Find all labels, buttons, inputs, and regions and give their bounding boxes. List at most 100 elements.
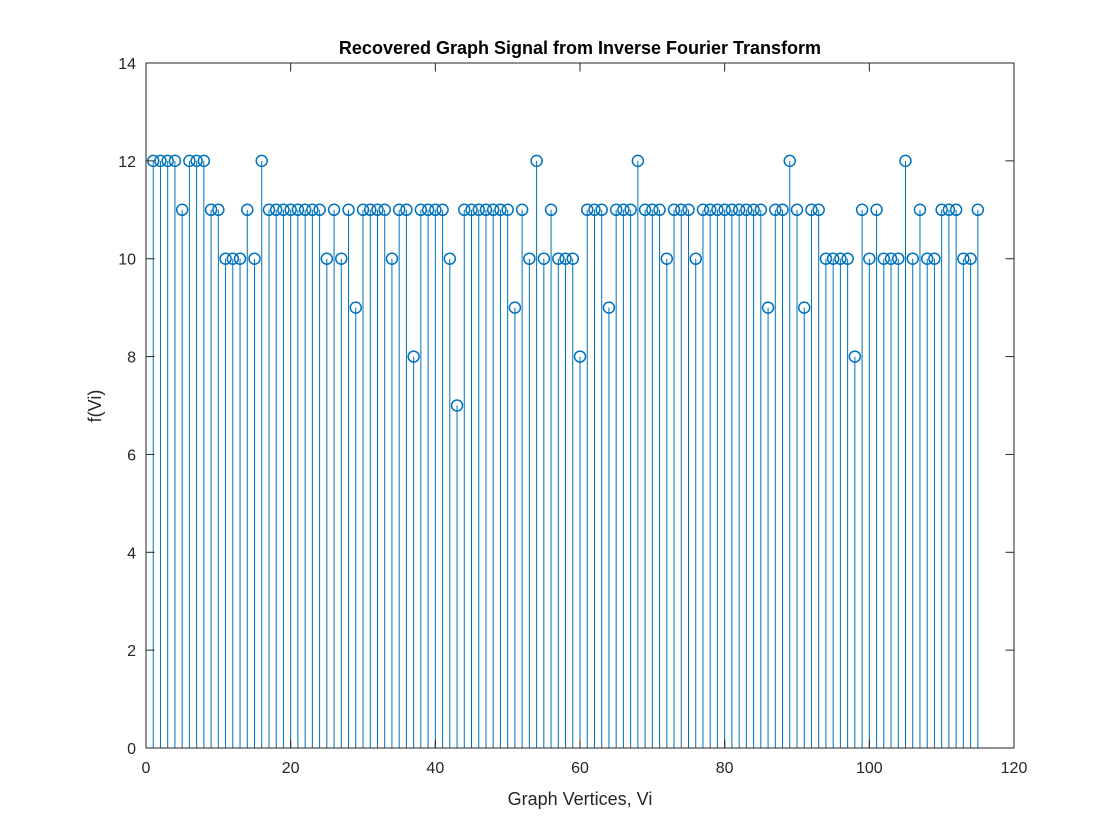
stem-marker: [161, 154, 174, 168]
stem-marker: [349, 301, 363, 314]
stem-marker: [212, 203, 225, 217]
stem-marker: [421, 203, 435, 217]
x-axis-ticks: 0 20 40 60 80 100 120: [142, 63, 1028, 777]
stem-marker: [494, 203, 507, 217]
stem-marker: [400, 203, 413, 217]
x-tick-label: 60: [571, 760, 589, 777]
stem-marker: [255, 154, 268, 168]
stem-marker: [747, 203, 760, 217]
stem-marker: [515, 203, 529, 217]
stem-marker: [479, 203, 493, 217]
stem-marker: [523, 252, 536, 265]
stem-marker: [725, 203, 739, 217]
stem-marker: [277, 203, 290, 217]
stem-marker: [472, 203, 485, 217]
stem-marker: [964, 252, 977, 265]
y-tick-label: 12: [118, 154, 136, 171]
stem-marker: [190, 154, 203, 168]
stem-marker: [363, 203, 377, 217]
stem-marker: [913, 203, 927, 217]
stem-marker: [335, 252, 348, 265]
stem-marker: [834, 252, 847, 265]
stem-marker: [819, 252, 833, 265]
stem-marker: [711, 203, 724, 217]
stem-marker: [580, 203, 594, 217]
x-axis-label: Graph Vertices, Vi: [508, 789, 653, 809]
stem-marker: [233, 252, 247, 265]
stem-marker: [269, 203, 283, 217]
stem-marker: [732, 203, 746, 217]
stem-marker: [342, 203, 355, 217]
stem-marker: [928, 252, 941, 265]
stem-marker: [226, 252, 240, 265]
stem-marker: [168, 154, 182, 168]
stem-marker: [682, 203, 695, 217]
stem-marker: [957, 252, 970, 265]
stem-marker: [892, 252, 905, 265]
stem-marker: [949, 203, 963, 217]
stem-marker: [769, 203, 782, 217]
y-tick-label: 0: [127, 741, 136, 758]
y-tick-label: 14: [118, 56, 136, 73]
stem-marker: [183, 154, 196, 168]
stem-marker: [942, 203, 956, 217]
y-tick-label: 10: [118, 252, 136, 269]
stem-marker: [465, 203, 478, 217]
stem-marker: [812, 203, 825, 217]
stem-marker: [291, 203, 305, 217]
stem-marker: [559, 252, 572, 265]
stem-marker: [740, 203, 753, 217]
stem-marker: [407, 350, 420, 363]
stem-marker: [573, 350, 587, 363]
stem-marker: [327, 203, 341, 217]
x-tick-label: 80: [716, 760, 734, 777]
stem-marker: [248, 252, 261, 265]
stem-marker: [450, 399, 464, 412]
stem-marker: [805, 203, 818, 217]
stem-marker: [754, 203, 768, 217]
stem-marker: [776, 203, 789, 217]
stem-marker: [877, 252, 891, 265]
stem-marker: [783, 154, 797, 168]
y-tick-label: 6: [127, 447, 136, 464]
stem-marker: [588, 203, 601, 217]
stem-marker: [624, 203, 637, 217]
stem-marker: [841, 252, 854, 265]
chart-title: Recovered Graph Signal from Inverse Four…: [339, 38, 821, 58]
stem-marker: [617, 203, 630, 217]
stem-marker: [602, 301, 616, 314]
stem-marker: [718, 203, 731, 217]
y-tick-label: 4: [127, 545, 136, 562]
stem-marker: [566, 252, 580, 265]
stem-marker: [660, 252, 674, 265]
stem-marker: [863, 252, 876, 265]
stem-marker: [530, 154, 543, 168]
stem-marker: [790, 203, 804, 217]
stem-marker: [906, 252, 919, 265]
stem-marker: [646, 203, 659, 217]
stem-marker: [638, 203, 652, 217]
stem-marker: [306, 203, 319, 217]
x-tick-label: 120: [1001, 760, 1028, 777]
stem-marker: [197, 154, 211, 168]
stem-marker: [826, 252, 840, 265]
stem-marker: [429, 203, 442, 217]
stem-marker: [204, 203, 218, 217]
stem-marker: [356, 203, 370, 217]
stem-marker: [508, 301, 522, 314]
stem-marker: [284, 203, 297, 217]
stem-marker: [761, 301, 775, 314]
stem-markers: [146, 154, 985, 412]
stem-marker: [262, 203, 276, 217]
stem-marker: [154, 154, 167, 168]
stem-marker: [971, 203, 985, 217]
stem-marker: [595, 203, 608, 217]
stem-marker: [320, 252, 334, 265]
stem-marker: [486, 203, 500, 217]
stem-marker: [414, 203, 428, 217]
stem-marker: [667, 203, 681, 217]
stem-marker: [920, 252, 934, 265]
stem-marker: [552, 252, 565, 265]
